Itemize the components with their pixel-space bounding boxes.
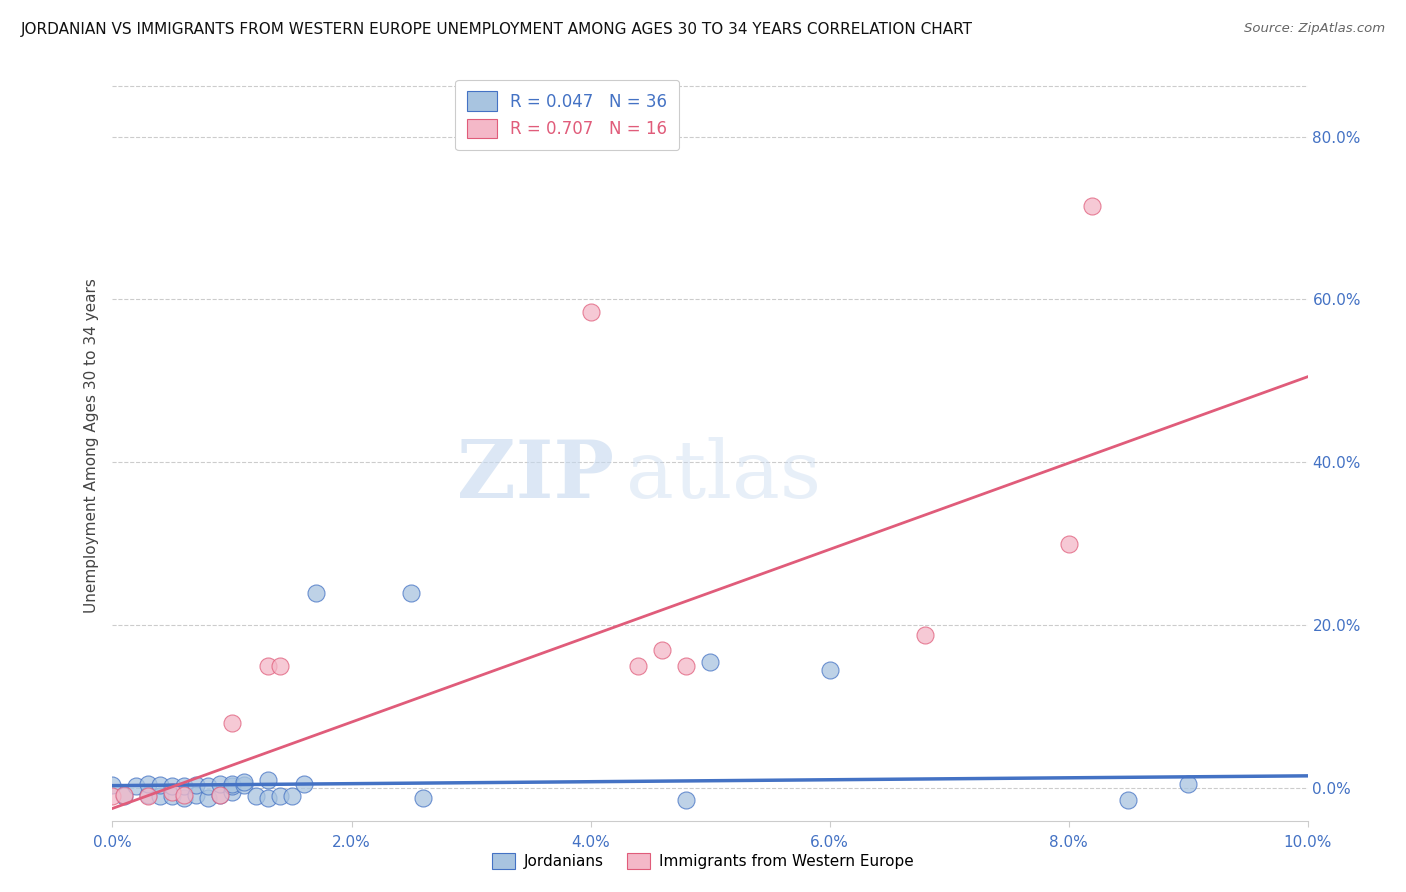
- Point: [197, 780, 219, 794]
- Text: ZIP: ZIP: [457, 437, 614, 515]
- Point: [209, 788, 232, 802]
- Point: [221, 777, 243, 791]
- Point: [173, 780, 195, 794]
- Point: [245, 789, 267, 804]
- Point: [173, 790, 195, 805]
- Point: [209, 777, 232, 791]
- Point: [233, 774, 256, 789]
- Y-axis label: Unemployment Among Ages 30 to 34 years: Unemployment Among Ages 30 to 34 years: [83, 278, 98, 614]
- Point: [186, 788, 208, 802]
- Point: [699, 655, 721, 669]
- Point: [162, 785, 183, 799]
- Point: [101, 789, 124, 804]
- Point: [257, 659, 280, 673]
- Point: [197, 790, 219, 805]
- Point: [412, 790, 434, 805]
- Text: atlas: atlas: [627, 437, 821, 515]
- Text: Source: ZipAtlas.com: Source: ZipAtlas.com: [1244, 22, 1385, 36]
- Point: [149, 789, 172, 804]
- Point: [675, 659, 697, 673]
- Point: [114, 789, 135, 804]
- Point: [292, 777, 315, 791]
- Point: [138, 777, 160, 791]
- Point: [162, 789, 183, 804]
- Point: [1177, 777, 1199, 791]
- Point: [257, 790, 280, 805]
- Text: JORDANIAN VS IMMIGRANTS FROM WESTERN EUROPE UNEMPLOYMENT AMONG AGES 30 TO 34 YEA: JORDANIAN VS IMMIGRANTS FROM WESTERN EUR…: [21, 22, 973, 37]
- Point: [173, 788, 195, 802]
- Point: [138, 789, 160, 804]
- Point: [138, 788, 160, 802]
- Point: [305, 585, 328, 599]
- Point: [209, 788, 232, 802]
- Legend: Jordanians, Immigrants from Western Europe: Jordanians, Immigrants from Western Euro…: [486, 847, 920, 875]
- Point: [233, 778, 256, 792]
- Point: [579, 304, 602, 318]
- Legend: R = 0.047   N = 36, R = 0.707   N = 16: R = 0.047 N = 36, R = 0.707 N = 16: [456, 79, 679, 150]
- Point: [101, 778, 124, 792]
- Point: [125, 780, 148, 794]
- Point: [114, 788, 135, 802]
- Point: [651, 642, 673, 657]
- Point: [269, 659, 291, 673]
- Point: [675, 793, 697, 807]
- Point: [818, 663, 841, 677]
- Point: [1081, 199, 1104, 213]
- Point: [186, 778, 208, 792]
- Point: [281, 789, 304, 804]
- Point: [221, 715, 243, 730]
- Point: [257, 772, 280, 787]
- Point: [627, 659, 650, 673]
- Point: [1057, 537, 1080, 551]
- Point: [269, 789, 291, 804]
- Point: [162, 780, 183, 794]
- Point: [149, 778, 172, 792]
- Point: [221, 785, 243, 799]
- Point: [221, 780, 243, 794]
- Point: [1118, 793, 1140, 807]
- Point: [914, 628, 936, 642]
- Point: [401, 585, 423, 599]
